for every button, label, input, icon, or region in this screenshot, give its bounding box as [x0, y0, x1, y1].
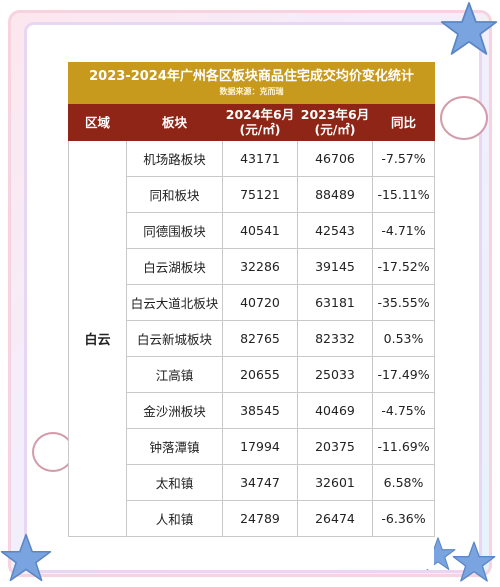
yoy-cell: -17.49% [371, 356, 436, 393]
price-2023-cell: 40469 [297, 392, 373, 429]
price-2023-cell: 82332 [297, 320, 373, 357]
block-cell: 金沙洲板块 [126, 392, 223, 429]
table-title-cell: 2023-2024年广州各区板块商品住宅成交均价变化统计 数据来源：克而瑞 [67, 62, 436, 104]
table-source: 数据来源：克而瑞 [219, 87, 284, 96]
price-2023-cell: 26474 [297, 500, 373, 537]
block-cell: 白云新城板块 [126, 320, 223, 357]
price-2024-cell: 17994 [222, 428, 298, 465]
table-row: 江高镇 20655 25033 -17.49% [69, 356, 436, 393]
price-2024-cell: 43171 [222, 140, 298, 177]
header-yoy: 同比 [371, 103, 436, 141]
header-2023: 2023年6月 (元/㎡) [297, 103, 373, 141]
region-cell: 白云 [68, 140, 127, 537]
price-2024-cell: 40541 [222, 212, 298, 249]
table-row: 白云湖板块 32286 39145 -17.52% [69, 248, 436, 285]
price-2024-cell: 38545 [222, 392, 298, 429]
title-row: 2023-2024年广州各区板块商品住宅成交均价变化统计 数据来源：克而瑞 [67, 62, 436, 104]
block-cell: 同和板块 [126, 176, 223, 213]
block-cell: 机场路板块 [126, 140, 223, 177]
cloud-face-icon [440, 96, 488, 140]
header-2024-unit: (元/㎡) [239, 122, 281, 137]
yoy-cell: -35.55% [371, 284, 436, 321]
price-2024-cell: 34747 [222, 464, 298, 501]
table-row: 白云大道北板块 40720 63181 -35.55% [69, 284, 436, 321]
header-2023-line1: 2023年6月 [300, 107, 370, 122]
header-2023-unit: (元/㎡) [314, 122, 356, 137]
table-row: 太和镇 34747 32601 6.58% [69, 464, 436, 501]
price-2023-cell: 20375 [297, 428, 373, 465]
yoy-cell: -4.71% [371, 212, 436, 249]
yoy-cell: -6.36% [371, 500, 436, 537]
header-block: 板块 [126, 103, 223, 141]
star-icon [452, 540, 496, 584]
table-row: 金沙洲板块 38545 40469 -4.75% [69, 392, 436, 429]
block-cell: 太和镇 [126, 464, 223, 501]
block-cell: 人和镇 [126, 500, 223, 537]
table-title: 2023-2024年广州各区板块商品住宅成交均价变化统计 [89, 69, 414, 84]
table-card: 2023-2024年广州各区板块商品住宅成交均价变化统计 数据来源：克而瑞 区域… [67, 62, 436, 569]
block-cell: 同德围板块 [126, 212, 223, 249]
price-table: 2023-2024年广州各区板块商品住宅成交均价变化统计 数据来源：克而瑞 区域… [67, 62, 436, 537]
star-icon [440, 0, 498, 58]
yoy-cell: -17.52% [371, 248, 436, 285]
price-2024-cell: 75121 [222, 176, 298, 213]
block-cell: 江高镇 [126, 356, 223, 393]
yoy-cell: -15.11% [371, 176, 436, 213]
cloud-face-icon [32, 432, 74, 472]
price-2024-cell: 32286 [222, 248, 298, 285]
price-2023-cell: 32601 [297, 464, 373, 501]
price-2024-cell: 20655 [222, 356, 298, 393]
block-cell: 钟落潭镇 [126, 428, 223, 465]
header-2024-line1: 2024年6月 [225, 107, 295, 122]
price-2023-cell: 88489 [297, 176, 373, 213]
header-region: 区域 [68, 103, 127, 141]
yoy-cell: 0.53% [371, 320, 436, 357]
header-2024: 2024年6月 (元/㎡) [222, 103, 298, 141]
star-icon [0, 532, 52, 584]
header-row: 区域 板块 2024年6月 (元/㎡) 2023年6月 (元/㎡) 同比 [68, 103, 436, 141]
price-2023-cell: 25033 [297, 356, 373, 393]
price-2024-cell: 24789 [222, 500, 298, 537]
yoy-cell: -4.75% [371, 392, 436, 429]
block-cell: 白云大道北板块 [126, 284, 223, 321]
yoy-cell: -7.57% [371, 140, 436, 177]
table-row: 人和镇 24789 26474 -6.36% [69, 500, 436, 537]
yoy-cell: 6.58% [371, 464, 436, 501]
price-2024-cell: 40720 [222, 284, 298, 321]
block-cell: 白云湖板块 [126, 248, 223, 285]
table-row: 白云新城板块 82765 82332 0.53% [69, 320, 436, 357]
price-2023-cell: 46706 [297, 140, 373, 177]
price-2023-cell: 39145 [297, 248, 373, 285]
price-2023-cell: 42543 [297, 212, 373, 249]
table-row: 钟落潭镇 17994 20375 -11.69% [69, 428, 436, 465]
price-2023-cell: 63181 [297, 284, 373, 321]
table-row: 白云 机场路板块 43171 46706 -7.57% [68, 140, 436, 537]
yoy-cell: -11.69% [371, 428, 436, 465]
price-2024-cell: 82765 [222, 320, 298, 357]
